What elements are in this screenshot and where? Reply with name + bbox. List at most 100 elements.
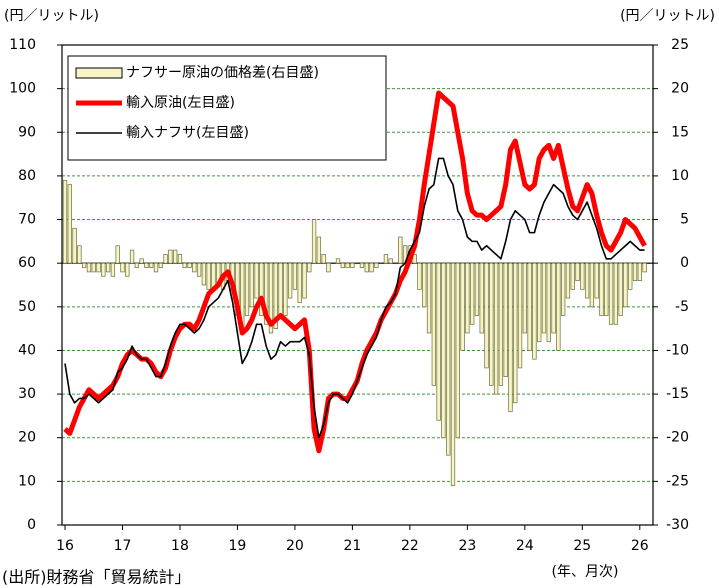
bar xyxy=(575,262,580,281)
bar xyxy=(484,262,489,369)
bar xyxy=(532,262,537,360)
bar xyxy=(307,262,312,273)
y2-tick-label: -15 xyxy=(666,386,689,402)
bar xyxy=(187,262,192,268)
bar xyxy=(369,262,374,273)
bar xyxy=(537,262,542,343)
bar xyxy=(335,258,341,264)
legend-swatch xyxy=(75,67,123,79)
bar xyxy=(642,262,647,273)
y-tick-label: 90 xyxy=(18,124,36,140)
bar xyxy=(91,262,96,273)
bar xyxy=(82,262,87,268)
y-tick-label: 20 xyxy=(18,430,36,446)
bar xyxy=(125,262,130,277)
bar xyxy=(201,262,207,286)
bar xyxy=(326,262,331,273)
bar xyxy=(86,262,92,273)
y2-tick-label: 25 xyxy=(671,37,689,53)
x-tick-label: 18 xyxy=(171,538,189,554)
bar xyxy=(498,262,504,386)
bar xyxy=(321,254,326,264)
y-axis-label: (円／リットル) xyxy=(4,8,99,24)
y2-tick-label: 0 xyxy=(680,255,689,271)
bar xyxy=(110,262,116,277)
legend-label: ナフサー原油の価格差(右目盛) xyxy=(126,65,319,81)
bar xyxy=(412,254,417,264)
bar xyxy=(431,262,436,386)
bar xyxy=(283,262,288,316)
y2-tick-label: 5 xyxy=(680,212,689,228)
bar xyxy=(508,262,513,412)
bar xyxy=(105,262,111,273)
bar xyxy=(570,262,575,290)
bar xyxy=(182,262,187,268)
y-tick-label: 30 xyxy=(18,386,36,402)
bar xyxy=(153,262,159,273)
bar xyxy=(546,262,551,343)
bar xyxy=(134,262,140,268)
bar xyxy=(584,262,590,299)
bar xyxy=(455,262,460,439)
bar xyxy=(441,262,446,439)
y2-tick-label: -25 xyxy=(666,473,689,489)
bar xyxy=(383,254,389,264)
y-tick-label: 0 xyxy=(27,517,36,533)
bar xyxy=(264,262,269,325)
bar xyxy=(589,262,595,308)
bar xyxy=(565,262,571,299)
bar xyxy=(604,262,609,316)
bar xyxy=(580,262,585,290)
bar xyxy=(398,236,403,264)
bar xyxy=(129,249,135,264)
bar xyxy=(259,262,264,316)
bar xyxy=(96,262,101,273)
bar xyxy=(422,262,427,308)
bar xyxy=(527,262,532,351)
y2-tick-label: -5 xyxy=(675,299,689,315)
bar xyxy=(446,262,451,456)
y-tick-label: 80 xyxy=(18,168,36,184)
bar xyxy=(196,262,202,277)
x-tick-label: 19 xyxy=(229,538,247,554)
bar xyxy=(513,262,518,404)
bar xyxy=(115,245,120,264)
bar xyxy=(278,262,283,316)
bar xyxy=(311,219,317,264)
bar xyxy=(613,262,618,325)
bar xyxy=(254,262,259,299)
bar xyxy=(287,262,293,299)
bar xyxy=(345,262,350,268)
legend-label: 輸入原油(左目盛) xyxy=(126,95,235,111)
bar xyxy=(628,262,633,290)
bar xyxy=(302,262,307,299)
y-tick-label: 110 xyxy=(9,37,36,53)
y2-tick-label: 10 xyxy=(671,168,689,184)
x-tick-label: 23 xyxy=(458,538,476,554)
x-tick-label: 21 xyxy=(343,538,361,554)
x-tick-label: 22 xyxy=(401,538,419,554)
bar xyxy=(359,262,365,268)
bar xyxy=(163,254,168,264)
y-tick-label: 10 xyxy=(18,473,36,489)
bar xyxy=(249,262,254,308)
bar xyxy=(316,236,322,264)
bar xyxy=(599,262,604,316)
bar xyxy=(426,262,432,334)
bar xyxy=(101,262,106,277)
bar xyxy=(72,227,77,264)
bar xyxy=(139,258,144,264)
bar xyxy=(206,262,211,290)
plot-frame xyxy=(61,44,654,526)
bar xyxy=(608,262,614,325)
bar xyxy=(268,262,274,334)
y-tick-label: 40 xyxy=(18,342,36,358)
bar xyxy=(489,262,494,386)
bar xyxy=(149,262,154,268)
bar xyxy=(465,262,470,334)
y-tick-label: 60 xyxy=(18,255,36,271)
y2-axis-label: (円／リットル) xyxy=(620,8,715,24)
y2-tick-label: -10 xyxy=(666,342,689,358)
bar xyxy=(388,258,393,264)
